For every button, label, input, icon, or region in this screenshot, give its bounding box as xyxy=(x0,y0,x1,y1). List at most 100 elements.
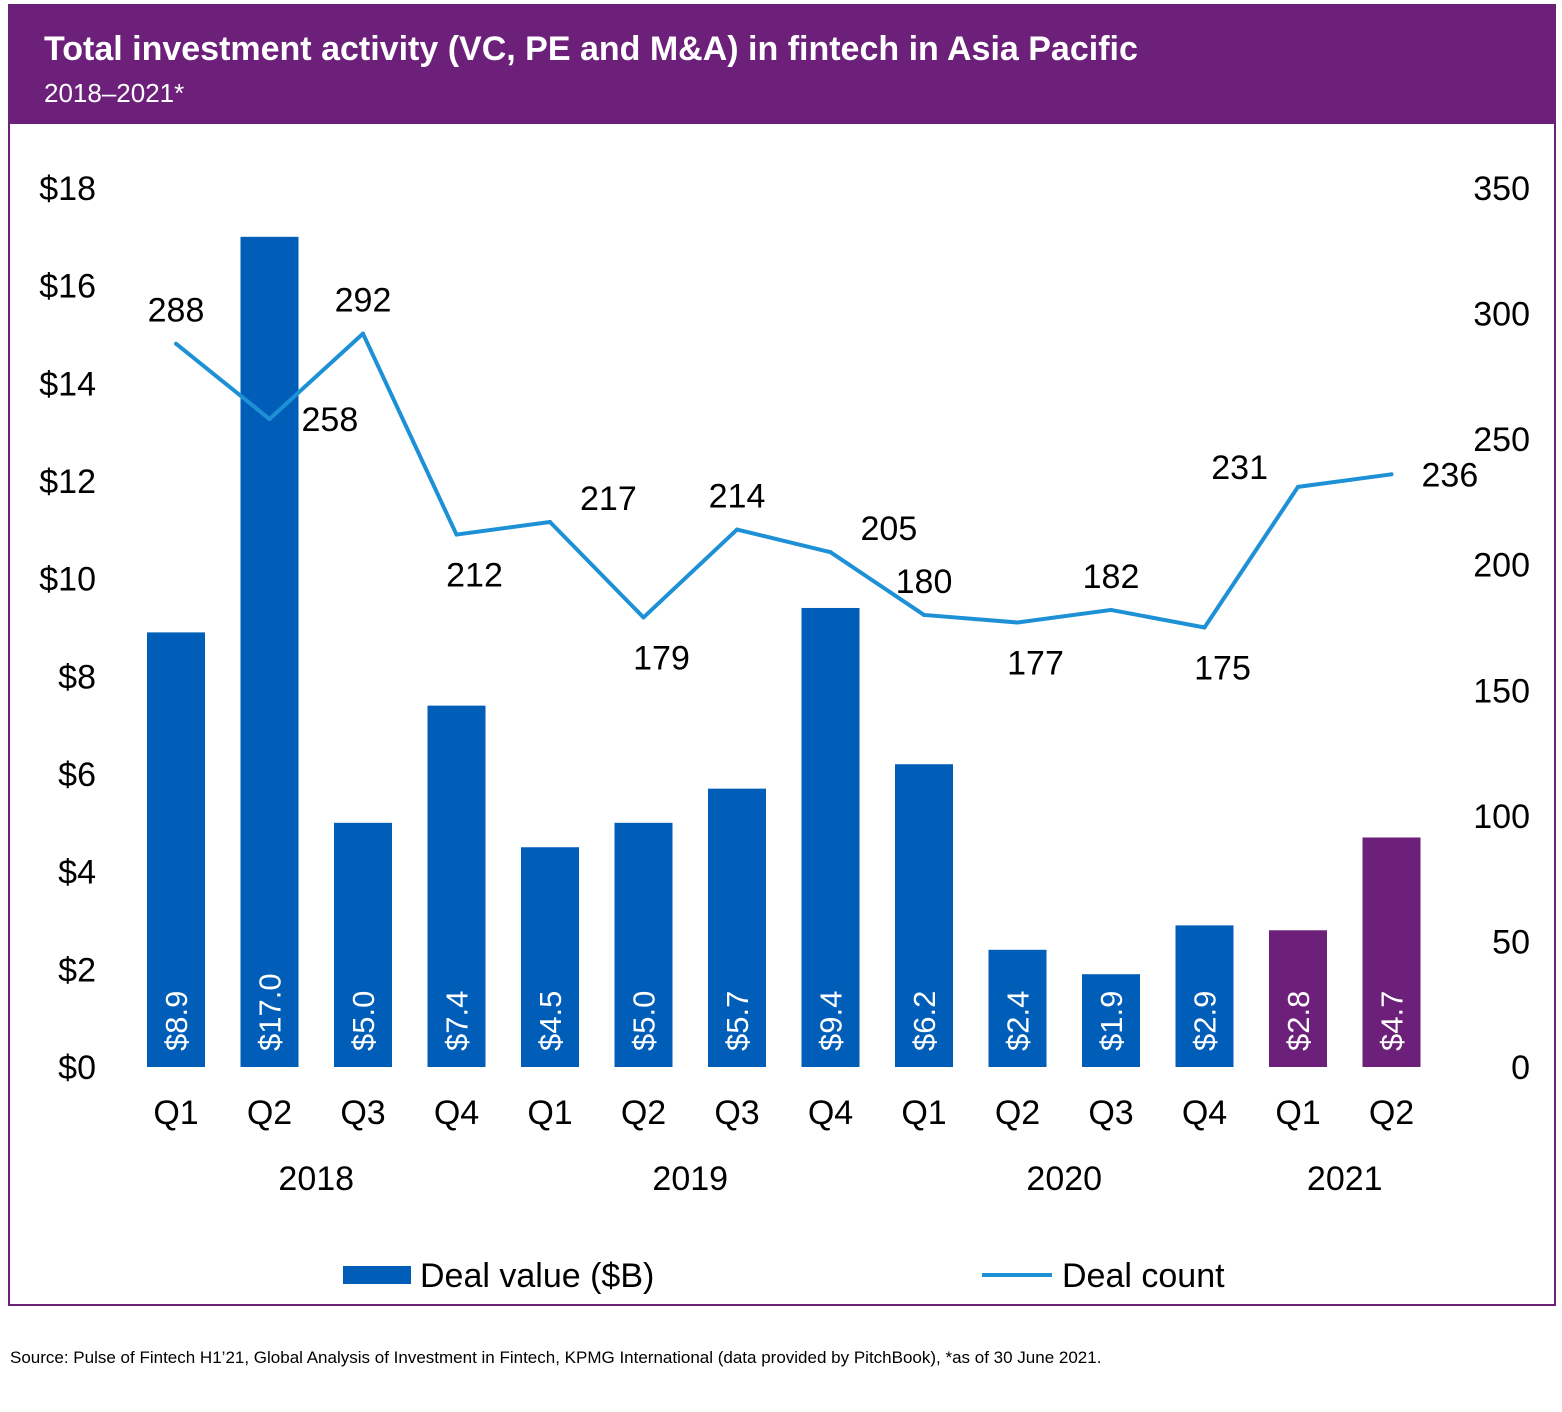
bar xyxy=(1175,925,1234,1067)
left-axis-tick-label: $16 xyxy=(39,268,96,306)
line-point xyxy=(828,550,833,555)
line-point xyxy=(1015,620,1020,625)
x-tick-label: Q1 xyxy=(901,1094,946,1132)
legend-label-deal-value: Deal value ($B) xyxy=(420,1257,654,1295)
x-tick-label: Q3 xyxy=(1088,1094,1133,1132)
left-axis-tick-label: $2 xyxy=(58,951,96,989)
bar xyxy=(147,632,205,1067)
x-tick-label: Q1 xyxy=(527,1094,572,1132)
bar-value-label: $7.4 xyxy=(440,991,475,1051)
line-value-label: 205 xyxy=(861,510,918,548)
bar-value-label: $8.9 xyxy=(159,991,194,1051)
x-tick-label: Q4 xyxy=(808,1094,853,1132)
line-value-label: 217 xyxy=(580,480,637,518)
bar xyxy=(708,788,766,1067)
line-value-label: 292 xyxy=(335,282,392,320)
bar xyxy=(334,822,392,1067)
bar xyxy=(240,236,299,1068)
line-value-label: 236 xyxy=(1422,456,1479,494)
bar-value-label: $1.9 xyxy=(1094,991,1129,1051)
right-axis-tick-label: 250 xyxy=(1473,421,1530,459)
line-point xyxy=(641,615,646,620)
bar-value-label: $4.5 xyxy=(533,991,568,1051)
line-value-label: 182 xyxy=(1083,558,1140,596)
line-value-label: 179 xyxy=(633,639,690,677)
line-point xyxy=(922,612,926,617)
x-tick-label: Q2 xyxy=(621,1094,666,1132)
bar-value-label: $17.0 xyxy=(253,973,288,1051)
x-tick-label: Q4 xyxy=(1182,1094,1227,1132)
line-value-label: 231 xyxy=(1211,449,1268,487)
chart-header: Total investment activity (VC, PE and M&… xyxy=(8,4,1556,124)
year-label: 2018 xyxy=(278,1160,354,1198)
deal-count-line xyxy=(174,331,1392,630)
bar-value-label: $2.9 xyxy=(1188,991,1223,1051)
x-tick-label: Q1 xyxy=(1275,1094,1320,1132)
x-tick-label: Q3 xyxy=(714,1094,759,1132)
source-note: Source: Pulse of Fintech H1’21, Global A… xyxy=(10,1348,1102,1367)
left-axis-tick-label: $14 xyxy=(39,365,96,403)
bar xyxy=(1082,974,1140,1067)
line-point xyxy=(1202,625,1207,630)
bar-value-label: $4.7 xyxy=(1375,991,1410,1051)
left-axis-tick-label: $6 xyxy=(58,756,96,794)
line-value-label: 258 xyxy=(302,401,359,439)
line-point xyxy=(1389,472,1394,477)
line-value-label: 212 xyxy=(446,557,503,595)
year-label: 2020 xyxy=(1026,1160,1102,1198)
line-point xyxy=(1109,607,1113,612)
bar xyxy=(521,847,579,1067)
bar-value-label: $5.7 xyxy=(720,991,755,1051)
bar-value-label: $6.2 xyxy=(907,991,942,1051)
x-tick-label: Q4 xyxy=(434,1094,479,1132)
bar xyxy=(801,607,860,1067)
right-axis-tick-label: 200 xyxy=(1473,547,1530,585)
right-axis-tick-label: 150 xyxy=(1473,672,1530,710)
right-axis-tick-label: 0 xyxy=(1511,1049,1530,1087)
x-tick-label: Q3 xyxy=(340,1094,385,1132)
line-value-label: 180 xyxy=(896,563,953,601)
line-point xyxy=(174,341,178,346)
year-label: 2019 xyxy=(652,1160,728,1198)
bar xyxy=(614,822,673,1067)
bar-value-label: $2.8 xyxy=(1281,991,1316,1051)
bar-value-label: $9.4 xyxy=(814,991,849,1051)
bar xyxy=(1269,930,1327,1067)
line-point xyxy=(267,417,272,422)
chart-title: Total investment activity (VC, PE and M&… xyxy=(44,30,1138,68)
legend-swatch-bar xyxy=(343,1266,411,1284)
line-value-label: 175 xyxy=(1194,650,1251,688)
line-point xyxy=(361,331,365,336)
left-axis-tick-label: $12 xyxy=(39,463,96,501)
bar xyxy=(1362,837,1421,1067)
line-value-label: 288 xyxy=(148,292,205,330)
right-axis-tick-label: 50 xyxy=(1492,923,1530,961)
bar xyxy=(988,949,1047,1067)
left-axis-tick-label: $4 xyxy=(58,854,96,892)
right-axis-tick-label: 300 xyxy=(1473,296,1530,334)
line-point xyxy=(454,532,459,537)
bar-value-label: $2.4 xyxy=(1001,991,1036,1051)
right-axis-tick-label: 100 xyxy=(1473,798,1530,836)
bar-value-label: $5.0 xyxy=(346,991,381,1051)
left-axis-tick-label: $10 xyxy=(39,561,96,599)
right-axis-tick-label: 350 xyxy=(1473,170,1530,208)
legend-label-deal-count: Deal count xyxy=(1062,1257,1225,1295)
line-point xyxy=(548,520,552,525)
bar xyxy=(427,705,486,1067)
bar xyxy=(895,764,953,1067)
line-point xyxy=(1296,484,1300,489)
x-tick-label: Q1 xyxy=(153,1094,198,1132)
chart-subtitle: 2018–2021* xyxy=(44,78,185,108)
x-tick-label: Q2 xyxy=(1369,1094,1414,1132)
x-tick-label: Q2 xyxy=(995,1094,1040,1132)
left-axis-tick-label: $0 xyxy=(58,1049,96,1087)
left-axis-tick-label: $18 xyxy=(39,170,96,208)
line-point xyxy=(735,527,739,532)
bar-value-label: $5.0 xyxy=(627,991,662,1051)
left-axis-tick-label: $8 xyxy=(58,658,96,696)
line-value-label: 214 xyxy=(709,478,766,516)
x-tick-label: Q2 xyxy=(247,1094,292,1132)
line-value-label: 177 xyxy=(1007,644,1064,682)
